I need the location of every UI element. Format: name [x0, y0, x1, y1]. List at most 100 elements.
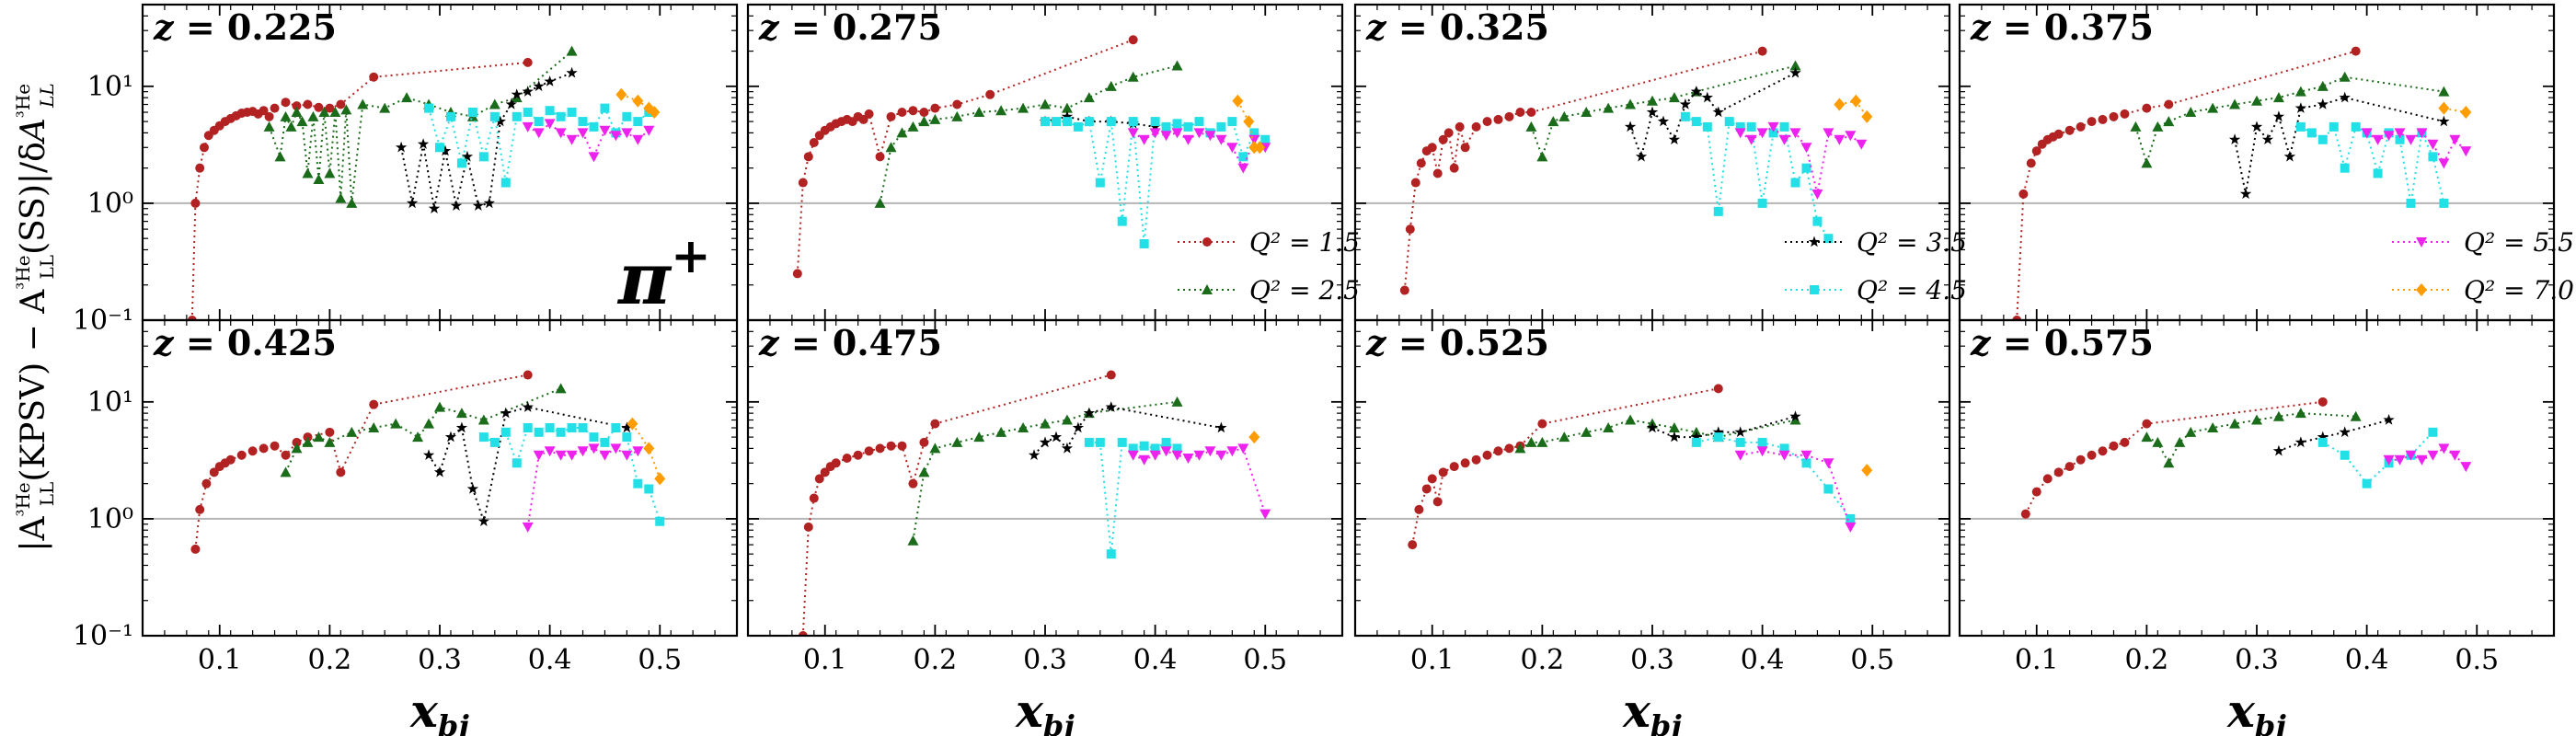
data-point-q2-3.5	[1690, 86, 1702, 97]
data-point-q2-3.5	[1789, 66, 1801, 78]
data-point-q2-2.5	[1789, 60, 1801, 71]
data-point-q2-4.5	[545, 423, 555, 433]
data-point-q2-5.5	[2372, 134, 2384, 145]
data-point-q2-1.5	[1106, 370, 1116, 380]
data-point-q2-2.5	[324, 436, 336, 447]
data-point-q2-3.5	[511, 88, 523, 100]
data-point-q2-1.5	[897, 108, 907, 118]
data-point-q2-4.5	[1095, 437, 1105, 447]
data-point-q2-5.5	[1845, 131, 1857, 142]
data-point-q2-2.5	[280, 466, 292, 477]
data-point-q2-3.5	[621, 421, 633, 433]
data-point-q2-3.5	[1039, 436, 1052, 448]
data-point-q2-1.5	[259, 106, 269, 116]
data-point-q2-1.5	[1438, 467, 1448, 477]
data-point-q2-2.5	[2185, 107, 2197, 118]
data-point-q2-3.5	[417, 138, 430, 149]
series-line-q2-3.5	[2278, 419, 2389, 453]
data-point-q2-2.5	[2317, 80, 2329, 91]
series-line-q2-2.5	[879, 64, 1178, 204]
data-point-q2-3.5	[483, 197, 495, 209]
data-point-q2-1.5	[1432, 168, 1443, 178]
data-point-q2-5.5	[533, 128, 545, 139]
data-point-q2-3.5	[1635, 150, 1648, 162]
data-point-q2-2.5	[951, 110, 963, 121]
data-point-q2-5.5	[1138, 454, 1150, 466]
x-tick-label: 0.4	[528, 644, 572, 676]
data-point-q2-1.5	[1482, 117, 1492, 127]
data-point-q2-2.5	[296, 116, 308, 127]
data-point-q2-1.5	[842, 454, 852, 464]
data-point-q2-5.5	[544, 119, 556, 130]
data-point-q2-2.5	[918, 466, 930, 477]
data-point-q2-3.5	[2250, 121, 2263, 132]
data-point-q2-5.5	[2449, 134, 2461, 145]
legend-label: Q² = 3.5	[1857, 227, 1967, 258]
data-point-q2-1.5	[2120, 109, 2130, 119]
data-point-q2-4.5	[489, 437, 500, 447]
data-point-q2-5.5	[2416, 454, 2428, 466]
data-point-q2-5.5	[1778, 134, 1790, 145]
data-point-q2-1.5	[2053, 467, 2064, 477]
data-point-q2-2.5	[995, 105, 1007, 116]
legend-item-q2-4.5: Q² = 4.5	[1785, 275, 1967, 305]
data-point-q2-4.5	[2362, 478, 2372, 489]
data-point-q2-5.5	[588, 443, 600, 454]
data-point-q2-7.0	[1243, 115, 1255, 129]
data-point-q2-2.5	[274, 151, 286, 162]
data-point-q2-4.5	[523, 423, 533, 433]
panel-7: 0.1 0.2 0.3 0.4 0.5 z = 0.525	[1353, 318, 1951, 676]
x-tick-label: 0.2	[308, 644, 352, 676]
data-point-q2-5.5	[577, 446, 589, 457]
data-point-q2-5.5	[1800, 450, 1812, 461]
y-tick-label: 10⁻¹	[73, 305, 133, 337]
data-point-q2-5.5	[2405, 450, 2417, 461]
data-point-q2-2.5	[477, 414, 489, 425]
data-point-q2-2.5	[2251, 95, 2262, 106]
legend-item-q2-3.5: Q² = 3.5	[1785, 227, 1967, 258]
data-point-q2-3.5	[1712, 426, 1724, 438]
data-point-q2-5.5	[1204, 446, 1216, 457]
data-point-q2-4.5	[435, 143, 444, 153]
data-point-q2-5.5	[1237, 443, 1249, 454]
legend-label: Q² = 5.5	[2464, 227, 2574, 258]
data-point-q2-2.5	[329, 107, 341, 118]
x-tick-label: 0.5	[1850, 644, 1894, 676]
data-point-q2-4.5	[1183, 121, 1193, 132]
data-point-q2-1.5	[1471, 454, 1481, 465]
data-point-q2-2.5	[1018, 422, 1029, 433]
z-label: z = 0.525	[1365, 322, 1549, 363]
data-point-q2-4.5	[1161, 121, 1171, 132]
data-point-q2-3.5	[1061, 110, 1074, 122]
data-point-q2-2.5	[1625, 414, 1637, 425]
data-point-q2-4.5	[556, 427, 566, 437]
legend-marker	[2416, 237, 2427, 247]
data-point-q2-4.5	[2428, 427, 2438, 437]
data-point-q2-3.5	[1789, 410, 1801, 421]
data-point-q2-3.5	[1105, 401, 1117, 412]
data-point-q2-4.5	[1238, 152, 1248, 162]
data-point-q2-1.5	[369, 399, 379, 409]
data-point-q2-1.5	[919, 108, 929, 118]
data-point-q2-1.5	[985, 89, 995, 99]
data-point-q2-1.5	[2076, 121, 2086, 132]
data-point-q2-4.5	[1746, 121, 1756, 132]
panel-grid: 10⁻¹ 10⁰ 10¹ z = 0.225 z = 0.275 z = 0.325 z =…	[73, 3, 2556, 676]
data-point-q2-3.5	[1646, 421, 1659, 433]
data-point-q2-2.5	[555, 383, 567, 394]
data-point-q2-5.5	[2416, 128, 2428, 139]
data-point-q2-1.5	[930, 419, 940, 429]
data-point-q2-1.5	[1449, 462, 1459, 472]
data-point-q2-4.5	[633, 117, 643, 127]
data-point-q2-5.5	[2394, 454, 2406, 466]
data-point-q2-1.5	[809, 138, 819, 148]
data-point-q2-5.5	[1259, 509, 1271, 520]
x-tick-label: 0.1	[198, 644, 242, 676]
data-point-q2-5.5	[544, 446, 556, 457]
x-tick-label: 0.3	[1023, 644, 1067, 676]
data-point-q2-3.5	[2283, 150, 2296, 162]
data-point-q2-1.5	[201, 478, 212, 489]
data-point-q2-7.0	[1254, 141, 1266, 155]
data-point-q2-1.5	[1515, 108, 1525, 118]
data-point-q2-5.5	[599, 450, 611, 461]
